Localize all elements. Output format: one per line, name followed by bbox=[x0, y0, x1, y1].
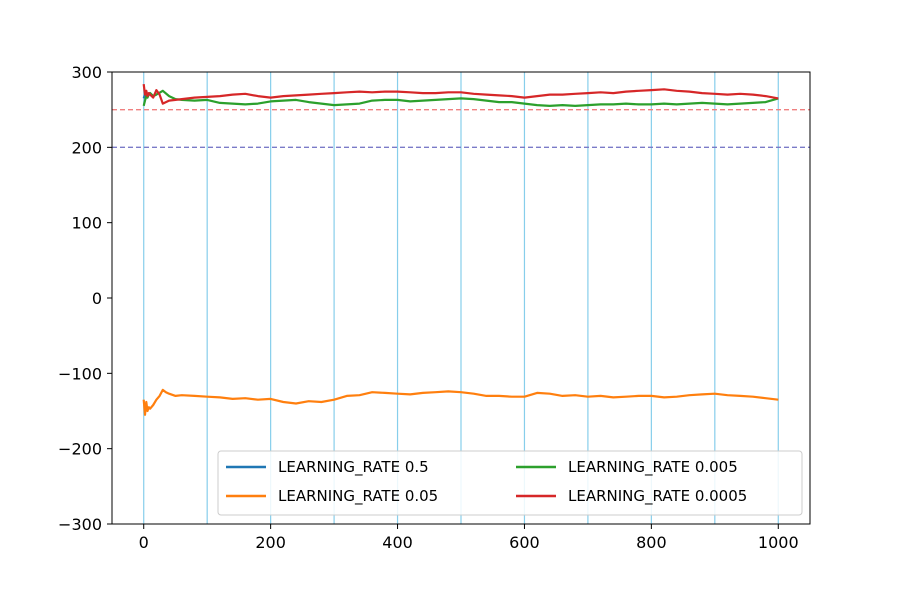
y-tick-label: −300 bbox=[58, 515, 102, 534]
series-lines bbox=[142, 83, 779, 416]
x-tick-label: 200 bbox=[255, 533, 286, 552]
legend-label: LEARNING_RATE 0.005 bbox=[568, 458, 738, 477]
y-tick-label: −200 bbox=[58, 440, 102, 459]
x-tick-label: 400 bbox=[382, 533, 413, 552]
series-line bbox=[142, 388, 779, 416]
legend-box bbox=[217, 450, 803, 516]
y-tick-label: 300 bbox=[71, 63, 102, 82]
series-line bbox=[142, 89, 779, 108]
series-line bbox=[142, 83, 779, 105]
y-tick-label: 200 bbox=[71, 138, 102, 157]
legend-label: LEARNING_RATE 0.0005 bbox=[568, 487, 747, 506]
horizontal-reference-lines bbox=[112, 109, 810, 148]
y-tick-label: 100 bbox=[71, 214, 102, 233]
x-axis-ticks: 0 200 400 600 800 1000 bbox=[139, 524, 799, 552]
legend-label: LEARNING_RATE 0.05 bbox=[278, 487, 438, 506]
legend-label: LEARNING_RATE 0.5 bbox=[278, 458, 429, 477]
y-tick-label: −100 bbox=[58, 364, 102, 383]
x-tick-label: 800 bbox=[636, 533, 667, 552]
legend: LEARNING_RATE 0.5 LEARNING_RATE 0.05 LEARN… bbox=[217, 450, 803, 516]
x-tick-label: 0 bbox=[139, 533, 149, 552]
x-tick-label: 600 bbox=[509, 533, 540, 552]
x-tick-label: 1000 bbox=[758, 533, 799, 552]
y-tick-label: 0 bbox=[92, 289, 102, 308]
y-axis-ticks: −300 −200 −100 0 100 200 300 bbox=[58, 63, 112, 534]
